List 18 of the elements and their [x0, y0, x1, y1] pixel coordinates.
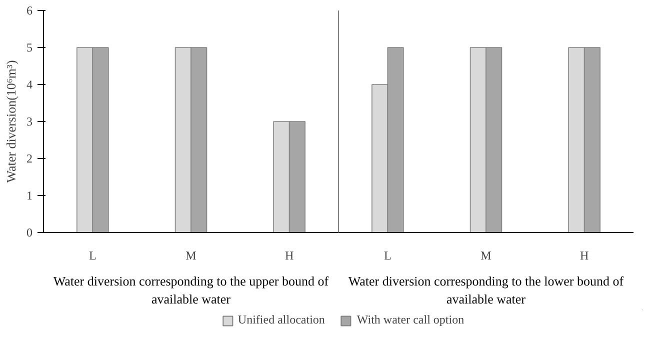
- y-axis-title: Water diversion(10⁶m³): [4, 60, 18, 183]
- y-tick-label: 0: [26, 226, 32, 240]
- x-tick-label: H: [285, 248, 294, 262]
- text: Water diversion corresponding to the upper bound of available water: [53, 274, 330, 306]
- x-tick-label: L: [384, 248, 392, 262]
- y-tick-label: 3: [26, 114, 32, 128]
- y-tick-label: 1: [26, 188, 32, 202]
- legend-label: Unified allocation: [238, 312, 325, 328]
- y-tick-label: 6: [26, 4, 32, 18]
- y-tick-label: 2: [26, 152, 32, 166]
- x-tick-label: M: [480, 248, 492, 262]
- x-tick-label: M: [186, 248, 197, 262]
- y-tick-label: 5: [26, 40, 32, 54]
- y-tick-label: 4: [26, 78, 32, 92]
- text: Water diversion corresponding to the lower bound of available water: [348, 274, 624, 306]
- x-tick-label: H: [580, 248, 589, 262]
- legend-label: With water call option: [356, 312, 464, 328]
- x-tick-label: L: [89, 248, 96, 262]
